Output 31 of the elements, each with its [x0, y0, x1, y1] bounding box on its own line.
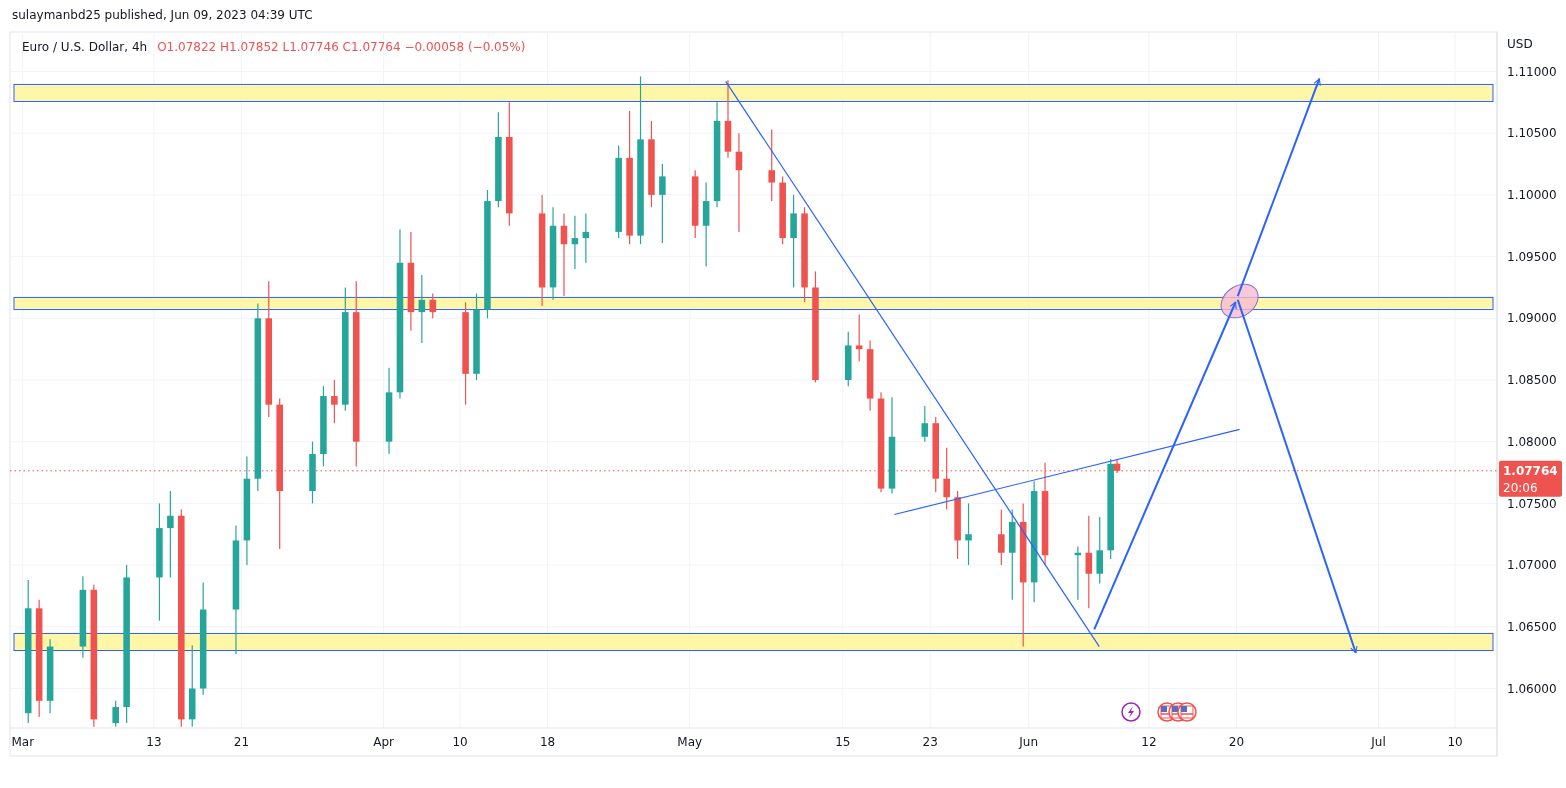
annotation: O1.07822 H1.07852 L1.07746 C1.07764 −0.00058 (−0.05%)	[157, 40, 526, 54]
chart-title: sulaymanbd25 published, Jun 09, 2023 04:39 UTC	[12, 8, 313, 22]
y-tick-label: 1.09000	[1507, 311, 1557, 326]
x-tick-label: 15	[835, 735, 851, 749]
x-tick-label: 12	[1141, 735, 1157, 749]
y-tick-label: 1.08500	[1507, 373, 1557, 388]
y-tick-label: 1.08000	[1507, 434, 1557, 449]
y-tick-label: 1.11000	[1507, 64, 1557, 79]
ref-line-label: 1.07764	[1503, 463, 1558, 478]
y-tick-label: 1.07500	[1507, 496, 1557, 511]
y-tick-label: 1.06000	[1507, 681, 1557, 696]
x-tick-label: Jul	[1370, 735, 1386, 749]
x-tick-label: 10	[1447, 735, 1463, 749]
x-tick-label: Jun	[1018, 735, 1039, 749]
x-tick-label: 13	[146, 735, 162, 749]
x-tick-label: Mar	[11, 735, 35, 749]
x-tick-label: 23	[922, 735, 938, 749]
y-tick-label: 1.10000	[1507, 188, 1557, 203]
x-tick-label: 18	[539, 735, 556, 749]
y-tick-label: 1.09500	[1507, 249, 1557, 264]
x-tick-label: 21	[233, 735, 250, 749]
x-tick-label: May	[677, 735, 703, 749]
y-tick-label: 1.10500	[1507, 126, 1557, 141]
text: Euro / U.S. Dollar, 4h	[22, 40, 148, 54]
y-axis-title: USD	[1507, 37, 1533, 51]
x-tick-label: 20	[1228, 735, 1245, 749]
x-tick-label: Apr	[373, 735, 395, 749]
text: 20:06	[1503, 480, 1538, 495]
y-tick-label: 1.07000	[1507, 558, 1557, 573]
x-tick-label: 10	[452, 735, 468, 749]
y-tick-label: 1.06500	[1507, 620, 1557, 635]
